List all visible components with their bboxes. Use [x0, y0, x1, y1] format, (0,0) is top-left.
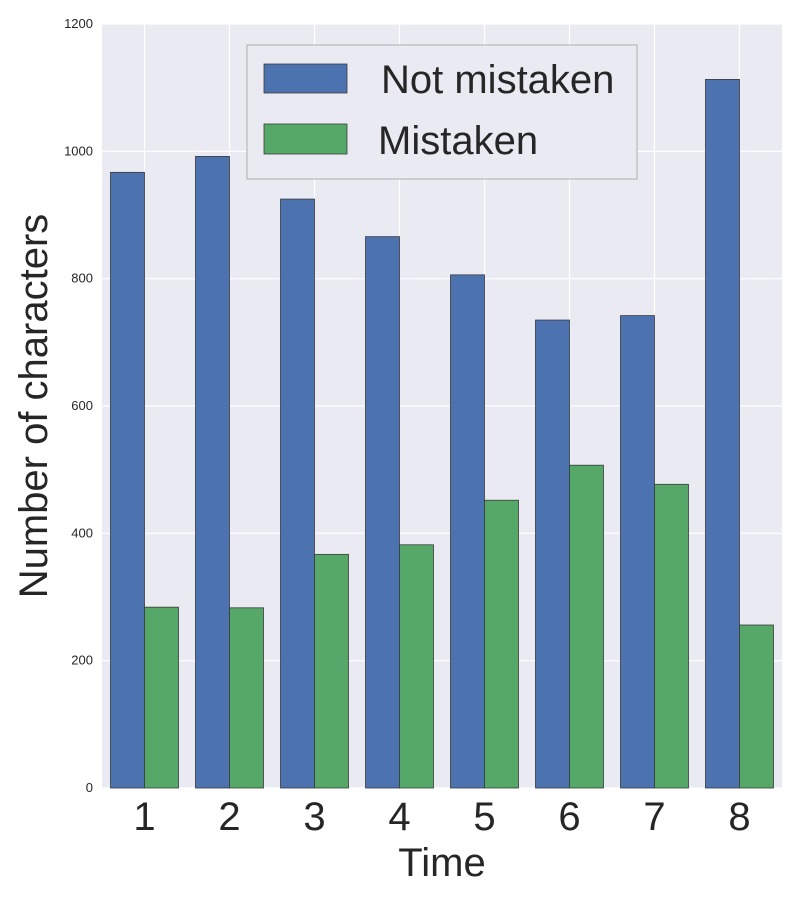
legend-swatch-mistaken — [263, 123, 348, 155]
bar-not-mistaken-2 — [195, 156, 230, 789]
legend-label-not-mistaken: Not mistaken — [381, 58, 614, 102]
bar-not-mistaken-6 — [535, 319, 570, 789]
x-tick-label: 5 — [473, 795, 495, 839]
x-tick-label: 3 — [303, 795, 325, 839]
bars — [110, 78, 774, 789]
y-tick-label: 800 — [71, 271, 93, 286]
bar-mistaken-5 — [484, 499, 519, 789]
legend-swatch-not-mistaken — [263, 63, 348, 94]
x-axis-label: Time — [398, 841, 485, 885]
bar-mistaken-7 — [654, 483, 689, 789]
legend-label-mistaken: Mistaken — [378, 119, 538, 163]
x-tick-label: 1 — [133, 795, 155, 839]
bar-not-mistaken-8 — [705, 78, 740, 789]
legend: Not mistaken Mistaken — [246, 44, 638, 180]
y-tick-labels: 0 200 400 600 800 1000 1200 — [64, 16, 93, 795]
bar-not-mistaken-5 — [450, 274, 485, 789]
bar-mistaken-3 — [314, 553, 349, 789]
x-tick-label: 6 — [558, 795, 580, 839]
bar-mistaken-4 — [399, 544, 434, 789]
bar-not-mistaken-3 — [280, 198, 315, 789]
y-tick-label: 1200 — [64, 16, 93, 31]
bar-mistaken-1 — [144, 606, 179, 789]
y-tick-label: 1000 — [64, 143, 93, 158]
x-tick-label: 8 — [728, 795, 750, 839]
x-tick-labels: 1 2 3 4 5 6 7 8 — [133, 795, 750, 839]
bar-not-mistaken-4 — [365, 236, 400, 789]
y-tick-label: 0 — [86, 780, 93, 795]
bar-mistaken-8 — [739, 624, 774, 789]
y-tick-label: 400 — [71, 525, 93, 540]
x-tick-label: 7 — [643, 795, 665, 839]
bar-not-mistaken-7 — [620, 315, 655, 789]
x-tick-label: 2 — [218, 795, 240, 839]
y-tick-label: 200 — [71, 653, 93, 668]
bar-not-mistaken-1 — [110, 171, 145, 789]
bar-mistaken-2 — [229, 607, 264, 789]
x-tick-label: 4 — [388, 795, 410, 839]
bar-mistaken-6 — [569, 464, 604, 789]
y-tick-label: 600 — [71, 398, 93, 413]
y-axis-label: Number of characters — [12, 214, 56, 599]
